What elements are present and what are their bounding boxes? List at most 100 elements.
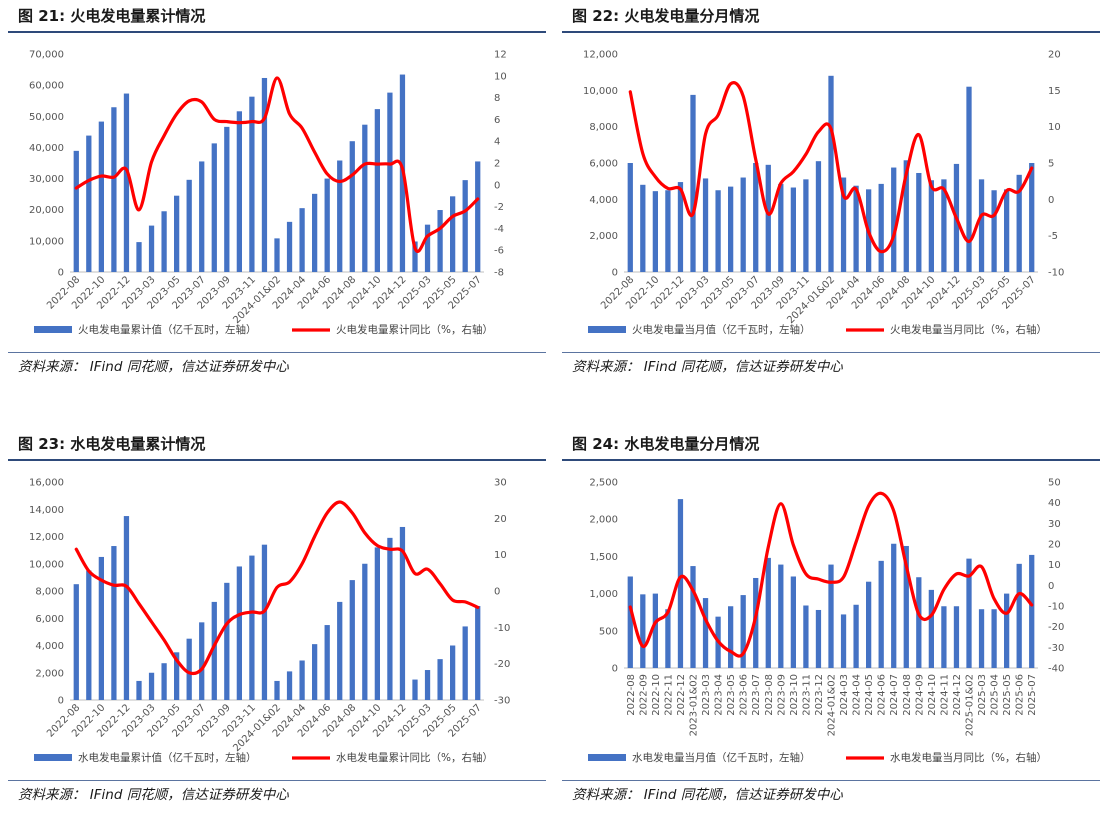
title-rule [8,459,546,461]
title-rule [8,31,546,33]
left-axis-tick: 16,000 [29,478,64,489]
x-axis-tick: 2025-05 [1002,674,1013,716]
bar [891,167,897,272]
bar [324,178,330,272]
x-axis-tick: 2025-06 [1015,674,1026,716]
bar [728,186,734,272]
bar [1029,163,1035,272]
x-axis-tick: 2023-01&02 [689,674,700,736]
right-axis-tick: 6 [494,115,500,126]
right-axis-tick: 10 [494,550,507,561]
bar [261,544,268,700]
source-note: 资料来源： IFind 同花顺，信达证券研发中心 [572,787,843,803]
right-axis-tick: -30 [494,696,510,707]
bar [186,179,192,272]
bar [136,242,142,272]
bar [690,566,696,668]
bar [249,96,255,272]
bar [462,626,468,700]
right-axis-tick: 4 [494,137,500,148]
bar [286,671,293,700]
x-axis-tick: 2024-04 [852,674,863,716]
left-axis-tick: 10,000 [583,86,618,97]
bar [627,163,633,272]
bar [362,124,368,272]
bar [991,609,997,668]
x-axis-tick: 2024-07 [889,674,900,716]
left-axis-tick: 4,000 [35,641,64,652]
panel-thermal-cumulative: 图 21: 火电发电量累计情况 0 10,000 20,000 30,000 40,00… [8,0,546,385]
bar [652,593,658,668]
bar [199,622,205,700]
bar [148,225,155,272]
series-line [628,491,1034,658]
bar [86,135,92,272]
x-axis-tick: 2022-11 [663,674,674,716]
bar [778,564,784,668]
right-axis-tick: -30 [1048,643,1064,654]
bar [424,670,431,700]
bar [966,558,972,668]
left-axis-tick: 30,000 [29,174,64,185]
left-axis-tick: 1,500 [589,552,618,563]
legend-bar-swatch [34,326,72,333]
bar [123,93,130,272]
legend-line-label: 水电发电量当月同比（%，右轴） [890,751,1047,764]
bar [991,190,997,272]
x-axis-tick: 2025-04 [990,674,1001,716]
bar [702,598,709,668]
bar [1016,563,1022,668]
left-axis-tick: 14,000 [29,505,64,516]
x-axis-tick: 2024-10 [927,674,938,716]
bar [450,196,456,272]
right-axis-tick: 40 [1048,498,1061,509]
bar [123,516,130,700]
x-axis-tick: 2024-06 [877,674,888,716]
bar [349,580,355,700]
bar [978,179,985,272]
x-axis-tick: 2023-06 [739,674,750,716]
right-axis-tick: -10 [494,623,510,634]
right-axis-tick: -20 [494,659,510,670]
chart-thermal-cumulative: 0 10,000 20,000 30,000 40,000 50,000 60,000 70,… [29,50,507,337]
bar [337,601,343,700]
bar [966,86,972,272]
bar [1004,593,1010,668]
bar [412,241,418,272]
bar [753,163,759,272]
x-axis-tick: 2023-11 [801,674,812,716]
legend-bar-label: 火电发电量累计值（亿千瓦时，左轴） [78,323,257,336]
left-axis-tick: 10,000 [29,236,64,247]
left-axis-tick: 60,000 [29,81,64,92]
right-axis-tick: -10 [1048,268,1064,279]
right-axis-tick: 0 [494,587,500,598]
bar [274,680,280,700]
bar [978,609,985,668]
x-axis-tick: 2023-12 [814,674,825,716]
bar [778,183,784,272]
bar [224,582,230,700]
right-axis-tick: 10 [1048,122,1061,133]
left-axis-tick: 6,000 [35,614,64,625]
bar [728,606,734,668]
bar [161,663,167,700]
x-axis-tick: 2023-05 [726,674,737,716]
bar [374,547,380,700]
left-axis-tick: 2,000 [589,515,618,526]
left-axis-tick: 12,000 [29,532,64,543]
bar [274,238,280,272]
bar [916,172,922,272]
bar [299,660,305,700]
source-rule [8,780,546,781]
x-axis-tick: 2022-12 [676,674,687,716]
left-axis-tick: 70,000 [29,50,64,61]
bar [349,141,355,272]
right-axis-tick: 0 [1048,195,1054,206]
bar [640,594,646,668]
bar [199,161,205,272]
legend-line-label: 火电发电量累计同比（%，右轴） [336,323,493,336]
x-axis-tick: 2024-03 [839,674,850,716]
bar [362,563,368,700]
right-axis-tick: 0 [1048,581,1054,592]
bar [803,605,809,668]
